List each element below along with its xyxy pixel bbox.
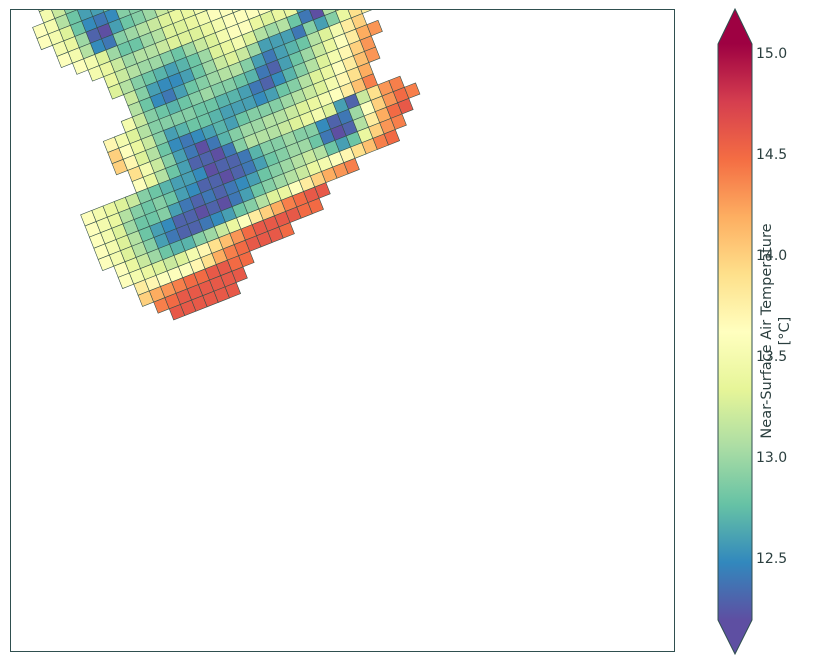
colorbar-extend-min (718, 620, 752, 654)
colorbar-title: Near-Surface Air Temperature (759, 223, 775, 439)
grid-cell (231, 266, 248, 283)
colorbar-tick-label: 14.0 (756, 248, 788, 265)
grid-cell (224, 282, 242, 299)
grid-cell (383, 129, 401, 146)
colorbar-label: Near-Surface Air Temperature [°C] (758, 131, 802, 531)
colorbar (717, 8, 753, 656)
grid-cell (397, 98, 414, 115)
grid-cell (390, 113, 407, 130)
map-panel (10, 9, 675, 652)
grid-cell (364, 46, 381, 63)
colorbar-extend-max (718, 9, 752, 44)
colorbar-tick-label: 13.5 (756, 349, 788, 366)
grid-cell (278, 222, 295, 239)
colorbar-tick-label: 14.5 (756, 147, 788, 164)
colorbar-tick-label: 13.0 (756, 450, 788, 467)
grid-cell (366, 19, 383, 37)
colorbar-outline (717, 8, 753, 656)
colorbar-tick-label: 15.0 (756, 46, 788, 63)
grid-cell (307, 197, 324, 215)
temperature-grid (32, 10, 421, 321)
colorbar-units: [°C] (777, 316, 793, 346)
grid-cell (357, 10, 375, 14)
grid-cell (404, 82, 421, 99)
colorbar-gradient (718, 44, 752, 620)
grid-cell (238, 250, 255, 268)
colorbar-tick-label: 12.5 (756, 551, 788, 568)
grid-cell (343, 157, 360, 175)
grid-cell (314, 182, 331, 199)
